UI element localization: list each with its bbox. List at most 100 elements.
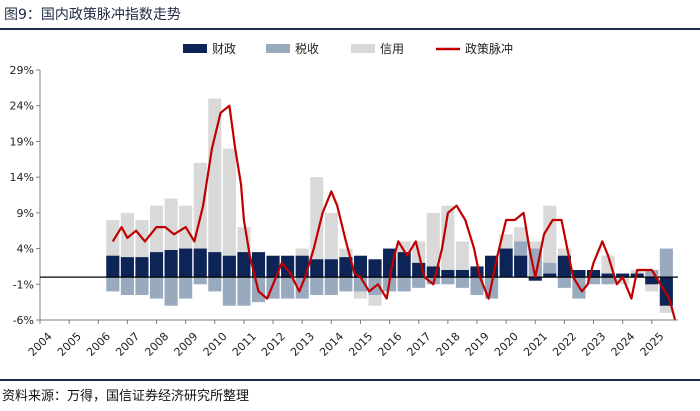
bar-fiscal: [645, 277, 659, 285]
x-tick-label: 2020: [492, 330, 521, 359]
x-tick-label: 2015: [346, 330, 375, 359]
x-tick-label: 2011: [230, 330, 259, 359]
bar-fiscal: [353, 255, 368, 278]
line-policy-pulse: [111, 104, 677, 321]
bar-fiscal: [557, 255, 571, 278]
bar-fiscal: [310, 259, 324, 278]
bar-tax: [164, 277, 178, 306]
bar-tax: [441, 277, 455, 285]
x-tick-label: 2013: [288, 330, 317, 359]
x-tick-label: 2017: [405, 330, 434, 359]
top-rule: [0, 28, 700, 30]
bar-tax: [310, 277, 324, 295]
x-tick-label: 2007: [113, 330, 142, 359]
bar-tax: [193, 277, 207, 285]
x-tick-label: 2024: [609, 330, 638, 359]
legend-label-fiscal: 财政: [212, 42, 236, 56]
bar-fiscal: [528, 277, 542, 281]
y-tick-label: 14%: [10, 171, 34, 184]
bar-fiscal: [106, 255, 120, 278]
bar-fiscal: [208, 252, 222, 278]
bar-fiscal: [222, 255, 236, 278]
x-tick-label: 2014: [317, 330, 346, 359]
bar-tax: [397, 277, 411, 292]
y-tick-label: 4%: [17, 243, 34, 256]
bar-fiscal: [616, 273, 630, 278]
bar-fiscal: [339, 257, 353, 278]
bar-fiscal: [237, 252, 251, 278]
x-tick-label: 2004: [26, 330, 55, 359]
bar-fiscal: [426, 266, 440, 278]
bar-tax: [295, 277, 309, 299]
bar-fiscal: [149, 252, 164, 278]
bar-tax: [659, 248, 673, 278]
bar-fiscal: [470, 266, 484, 278]
x-tick-label: 2009: [172, 330, 201, 359]
x-tick-label: 2006: [84, 330, 113, 359]
bar-credit: [441, 205, 455, 278]
bar-fiscal: [543, 273, 557, 278]
bar-credit: [222, 148, 236, 278]
bar-fiscal: [251, 252, 266, 278]
bar-fiscal: [368, 259, 382, 278]
bar-credit: [455, 241, 469, 278]
bar-fiscal: [281, 255, 295, 278]
bar-tax: [412, 277, 426, 288]
bar-tax: [179, 277, 193, 299]
legend-label-tax: 税收: [295, 42, 319, 56]
x-tick-label: 2023: [579, 330, 608, 359]
x-tick-label: 2025: [638, 330, 667, 359]
bar-tax: [601, 277, 615, 285]
bar-fiscal: [295, 255, 309, 278]
y-tick-label: 19%: [10, 135, 34, 148]
bar-tax: [281, 277, 295, 299]
source-note: 资料来源：万得，国信证券经济研究所整理: [2, 389, 250, 404]
bar-tax: [455, 277, 469, 288]
bar-fiscal: [499, 248, 513, 278]
plot-area: 29%24%19%14%9%4%-1%-6%2004 2005 2006 2007 20…: [10, 64, 678, 359]
x-tick-label: 2018: [434, 330, 463, 359]
legend-label-credit: 信用: [380, 42, 404, 56]
bar-fiscal: [514, 255, 528, 278]
bar-tax: [135, 277, 149, 295]
bar-fiscal: [586, 270, 601, 278]
bottom-rule: [0, 379, 700, 381]
bar-credit: [426, 212, 440, 278]
bar-tax: [237, 277, 251, 306]
bar-credit: [208, 98, 222, 278]
bar-fiscal: [179, 248, 193, 278]
x-tick-label: 2019: [463, 330, 492, 359]
bar-fiscal: [441, 270, 455, 278]
legend-swatch-fiscal: [183, 44, 207, 53]
bar-credit: [543, 205, 557, 278]
x-tick-label: 2016: [375, 330, 404, 359]
x-tick-label: 2005: [55, 330, 84, 359]
bar-fiscal: [266, 255, 280, 278]
y-tick-label: 24%: [10, 100, 34, 113]
bar-tax: [470, 277, 484, 295]
bar-fiscal: [601, 273, 615, 278]
x-tick-label: 2012: [259, 330, 288, 359]
bar-fiscal: [164, 250, 178, 278]
y-tick-label: 29%: [10, 64, 34, 77]
legend-swatch-credit: [351, 44, 375, 53]
x-tick-label: 2021: [521, 330, 550, 359]
bar-fiscal: [455, 270, 469, 278]
bar-fiscal: [120, 257, 134, 278]
bar-fiscal: [324, 259, 338, 278]
bar-fiscal: [193, 248, 207, 278]
x-tick-label: 2022: [550, 330, 579, 359]
policy-pulse-chart: 财政 税收 信用 政策脉冲 29% 24% 19% 14% 9% 4% -1% -6% 2004…: [10, 41, 678, 359]
bar-credit: [616, 277, 630, 285]
legend-label-pulse: 政策脉冲: [465, 41, 513, 56]
bar-tax: [120, 277, 134, 295]
y-tick-label: 9%: [17, 207, 34, 220]
bar-tax: [222, 277, 236, 306]
bar-fiscal: [572, 270, 586, 278]
x-tick-label: 2010: [201, 330, 230, 359]
bar-tax: [106, 277, 120, 292]
y-tick-label: -1%: [13, 278, 34, 291]
bar-fiscal: [383, 248, 397, 278]
bar-tax: [324, 277, 338, 295]
bar-tax: [149, 277, 164, 299]
